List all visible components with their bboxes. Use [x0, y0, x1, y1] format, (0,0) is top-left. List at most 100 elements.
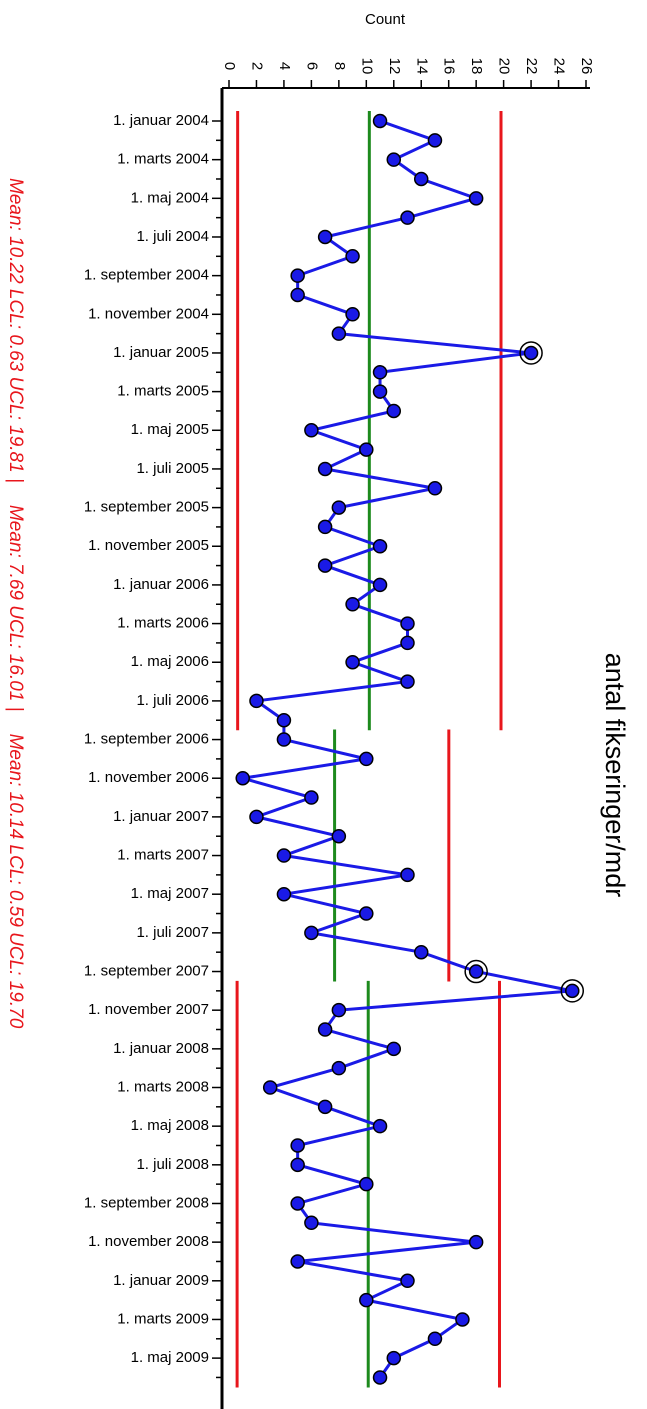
y-tick-label: 1. marts 2006 — [117, 615, 209, 632]
x-tick-label: 16 — [441, 58, 458, 75]
y-tick-label: 1. november 2005 — [88, 537, 209, 554]
y-tick-label: 1. juli 2006 — [136, 692, 209, 709]
data-point — [304, 925, 319, 941]
data-point — [372, 1118, 388, 1134]
data-point — [372, 113, 388, 129]
data-point — [317, 1022, 333, 1037]
data-point — [345, 307, 360, 322]
y-tick-label: 1. november 2008 — [88, 1233, 209, 1250]
data-point — [317, 558, 333, 573]
data-point — [317, 461, 333, 477]
y-tick-label: 1. januar 2007 — [113, 808, 209, 825]
y-tick-label: 1. januar 2008 — [113, 1040, 209, 1057]
data-point — [345, 597, 360, 612]
data-point — [290, 1196, 305, 1211]
y-tick-label: 1. maj 2006 — [131, 653, 209, 670]
y-tick-label: 1. marts 2008 — [117, 1078, 209, 1095]
data-point — [235, 770, 250, 786]
data-point — [413, 171, 429, 187]
data-point — [400, 867, 415, 883]
data-point — [427, 1331, 443, 1347]
data-point — [455, 1312, 470, 1327]
signal-ring — [560, 979, 585, 1003]
data-point — [372, 384, 388, 399]
x-tick-label: 12 — [386, 58, 403, 75]
data-point — [386, 1041, 402, 1057]
y-tick-label: 1. januar 2004 — [113, 112, 209, 129]
y-tick-label: 1. juli 2004 — [136, 228, 209, 245]
data-point — [304, 790, 319, 805]
y-tick-label: 1. september 2006 — [84, 731, 209, 748]
data-point — [400, 1273, 415, 1289]
y-tick-label: 1. maj 2009 — [131, 1349, 209, 1366]
data-point — [400, 674, 415, 689]
data-point — [372, 577, 388, 593]
y-tick-label: 1. juli 2007 — [136, 924, 209, 941]
x-tick-label: 2 — [248, 62, 265, 70]
y-tick-label: 1. september 2008 — [84, 1194, 209, 1211]
data-point — [468, 1234, 484, 1250]
y-tick-label: 1. september 2007 — [84, 962, 209, 979]
y-tick-label: 1. marts 2004 — [117, 151, 209, 168]
data-point — [427, 133, 443, 148]
data-point — [386, 1350, 402, 1366]
data-point — [468, 964, 484, 979]
data-point — [276, 848, 292, 863]
data-point — [386, 403, 402, 419]
y-tick-label: 1. juli 2008 — [136, 1156, 209, 1173]
data-point — [468, 191, 484, 206]
y-tick-label: 1. januar 2009 — [113, 1272, 209, 1289]
y-tick-label: 1. januar 2006 — [113, 576, 209, 593]
x-tick-label: 22 — [523, 58, 540, 75]
annotation: Mean: 10.22 LCL: 0.63 UCL: 19.81 | Mean: … — [5, 178, 26, 1029]
data-point — [331, 326, 347, 341]
y-tick-label: 1. maj 2008 — [131, 1117, 209, 1134]
data-point — [331, 1002, 347, 1018]
y-tick-label: 1. marts 2007 — [117, 847, 209, 864]
data-point — [372, 1370, 388, 1385]
data-point — [400, 210, 415, 225]
data-point — [331, 500, 347, 515]
data-point — [304, 423, 319, 438]
data-point — [359, 1292, 374, 1308]
data-point — [317, 1099, 333, 1115]
data-point — [372, 539, 388, 554]
data-point — [290, 1138, 305, 1153]
data-point — [276, 712, 292, 728]
data-point — [523, 345, 539, 361]
data-point — [290, 1254, 305, 1269]
data-point — [276, 732, 292, 747]
data-point — [304, 1215, 319, 1231]
y-tick-label: 1. november 2006 — [88, 769, 209, 786]
x-tick-label: 14 — [413, 58, 430, 75]
annotation-part: Mean: 10.22 LCL: 0.63 UCL: 19.81 | — [5, 178, 26, 483]
data-point — [249, 693, 264, 709]
x-tick-label: 10 — [358, 58, 375, 75]
data-point — [359, 906, 374, 921]
y-tick-label: 1. marts 2009 — [117, 1310, 209, 1327]
data-point — [359, 442, 374, 457]
x-tick-label: 4 — [276, 62, 293, 70]
data-point — [249, 809, 264, 825]
y-tick-label: 1. maj 2005 — [131, 421, 209, 438]
y-tick-label: 1. november 2007 — [88, 1001, 209, 1018]
x-tick-label: 24 — [551, 58, 568, 75]
data-point — [290, 287, 305, 303]
y-tick-label: 1. november 2004 — [88, 305, 209, 322]
data-point — [400, 616, 415, 631]
x-axis-label: Count — [365, 11, 406, 28]
signal-ring — [519, 341, 543, 365]
data-point — [317, 229, 333, 245]
y-tick-label: 1. september 2004 — [84, 267, 209, 284]
annotation-part: Mean: 10.14 LCL: 0.59 UCL: 19.70 — [5, 734, 26, 1029]
data-point — [276, 886, 292, 902]
data-point — [359, 751, 374, 767]
data-point — [262, 1080, 278, 1095]
data-point — [317, 519, 333, 535]
y-tick-label: 1. september 2005 — [84, 499, 209, 516]
data-point — [290, 1157, 305, 1173]
y-tick-label: 1. marts 2005 — [117, 383, 209, 400]
x-tick-label: 20 — [496, 58, 513, 75]
data-point — [331, 1060, 347, 1076]
